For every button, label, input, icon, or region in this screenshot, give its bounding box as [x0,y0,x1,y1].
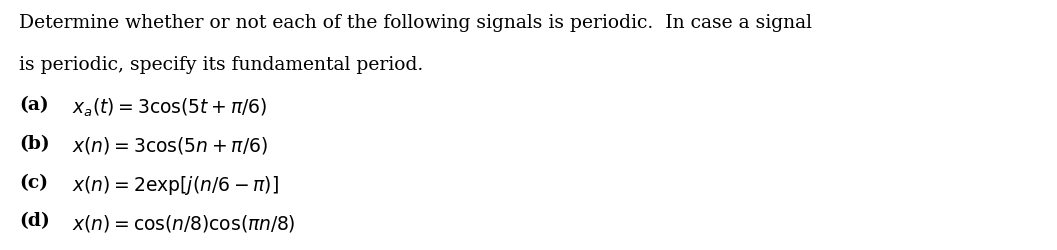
Text: is periodic, specify its fundamental period.: is periodic, specify its fundamental per… [19,56,423,74]
Text: $x_a(t) = 3\cos(5t + \pi/6)$: $x_a(t) = 3\cos(5t + \pi/6)$ [72,96,267,118]
Text: $x(n) = 3\cos(5n + \pi/6)$: $x(n) = 3\cos(5n + \pi/6)$ [72,135,267,156]
Text: (b): (b) [19,135,50,153]
Text: $x(n) = \cos(n/8)\cos(\pi n/8)$: $x(n) = \cos(n/8)\cos(\pi n/8)$ [72,212,296,234]
Text: (d): (d) [19,212,50,230]
Text: Determine whether or not each of the following signals is periodic.  In case a s: Determine whether or not each of the fol… [19,14,812,32]
Text: $x(n) = 2\exp[j(n/6 - \pi)]$: $x(n) = 2\exp[j(n/6 - \pi)]$ [72,174,279,197]
Text: (a): (a) [19,96,49,114]
Text: (c): (c) [19,174,48,192]
